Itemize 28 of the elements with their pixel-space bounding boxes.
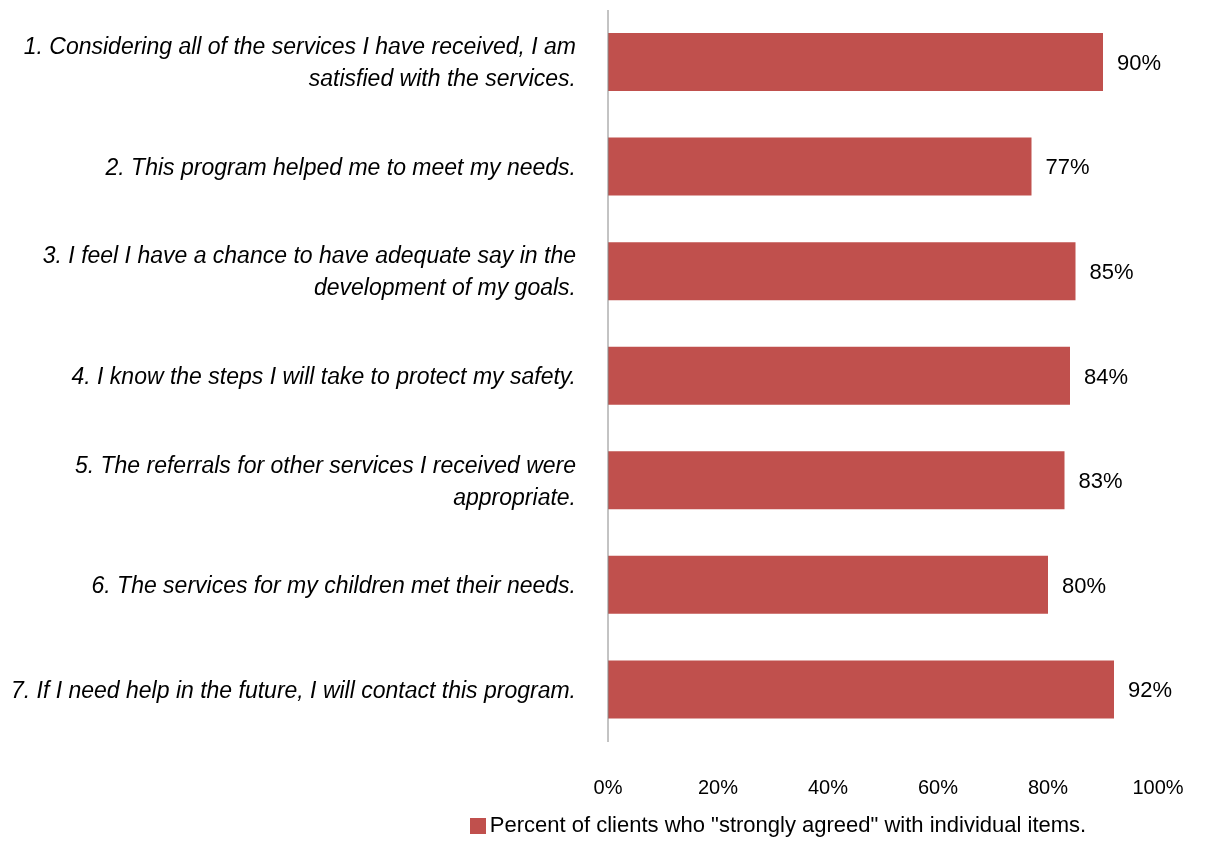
y-tick-label: 7. If I need help in the future, I will contact this program. bbox=[10, 676, 576, 703]
bar bbox=[608, 660, 1114, 719]
data-label: 80% bbox=[1062, 572, 1107, 598]
y-tick-label: 2. This program helped me to meet my needs. bbox=[104, 153, 576, 180]
data-label: 85% bbox=[1089, 258, 1134, 284]
data-label: 77% bbox=[1045, 154, 1090, 180]
x-tick-label: 80% bbox=[1027, 776, 1069, 799]
x-tick-label: 60% bbox=[917, 776, 959, 799]
data-label: 84% bbox=[1084, 363, 1129, 389]
bar bbox=[608, 137, 1032, 196]
data-label: 92% bbox=[1128, 677, 1173, 703]
bar bbox=[608, 242, 1076, 301]
bar bbox=[608, 346, 1070, 405]
data-label: 90% bbox=[1117, 49, 1162, 75]
bar bbox=[608, 555, 1048, 614]
x-tick-label: 20% bbox=[697, 776, 739, 799]
bar bbox=[608, 451, 1065, 510]
x-tick-label: 100% bbox=[1132, 776, 1184, 799]
legend-label: Percent of clients who "strongly agreed" with individual items. bbox=[489, 812, 1087, 837]
y-tick-label: 5. The referrals for other services I received were appropriate. bbox=[74, 451, 576, 510]
y-tick-label: 6. The services for my children met their needs. bbox=[91, 572, 576, 599]
y-tick-label: 4. I know the steps I will take to protect my safety. bbox=[71, 363, 576, 389]
y-tick-label: 1. Considering all of the services I have received, I am satisfied with the services. bbox=[23, 33, 576, 92]
bar bbox=[608, 33, 1103, 91]
x-tick-label: 0% bbox=[593, 776, 623, 799]
data-label: 83% bbox=[1078, 468, 1123, 494]
y-tick-label: 3. I feel I have a chance to have adequate say in the development of my goals. bbox=[42, 242, 576, 301]
x-tick-label: 40% bbox=[807, 776, 849, 799]
